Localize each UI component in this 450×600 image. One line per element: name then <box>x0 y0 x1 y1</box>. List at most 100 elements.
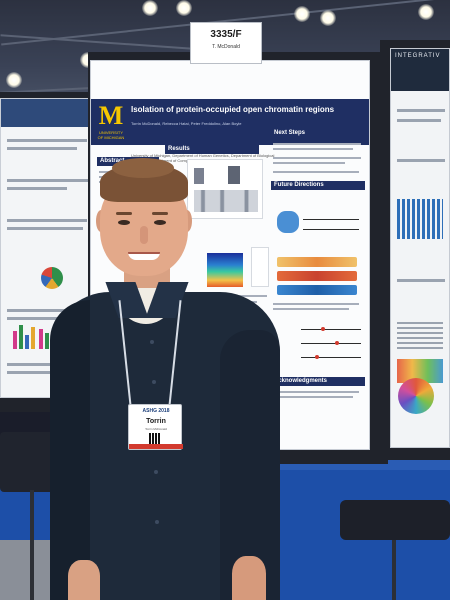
chair-leg <box>30 490 34 600</box>
booth-number: 3335/F <box>210 29 242 40</box>
text-line <box>273 157 361 159</box>
signal-track <box>277 285 357 295</box>
nose <box>140 226 148 244</box>
diagram-line <box>303 229 359 230</box>
text-line <box>273 308 349 310</box>
ceiling-light <box>418 4 434 20</box>
badge-strip <box>129 444 183 449</box>
eye-left <box>118 220 130 225</box>
text-line <box>397 279 445 282</box>
poster-author-names: Torrin McDonald, Rebecca Hatai, Peter Fr… <box>131 121 242 126</box>
poster-title: Isolation of protein-occupied open chrom… <box>131 105 335 114</box>
presenter-name: T. McDonald <box>212 44 240 50</box>
chair-leg <box>392 540 396 600</box>
section-future-directions: Future Directions <box>271 181 365 190</box>
species-line <box>301 329 361 330</box>
shirt-button <box>155 520 159 524</box>
species-marker <box>315 355 319 359</box>
section-results: Results <box>165 145 259 154</box>
figure-bar <box>39 329 43 349</box>
shirt-button <box>154 470 158 474</box>
results-figure-peaks <box>187 159 263 219</box>
figure-panel <box>228 166 240 184</box>
shirt-shadow <box>50 300 90 600</box>
species-line <box>301 357 361 358</box>
badge-name: Torrin <box>146 418 166 425</box>
text-line <box>7 371 81 374</box>
species-marker <box>321 327 325 331</box>
text-line <box>273 143 361 145</box>
circular-figure <box>398 378 434 414</box>
text-line <box>397 159 445 162</box>
qr-code-icon <box>149 433 161 445</box>
hair-top <box>112 158 174 178</box>
profile-figure <box>251 247 269 287</box>
text-line <box>7 147 77 150</box>
pie-figure <box>41 267 63 289</box>
text-line <box>273 396 353 398</box>
signal-track <box>277 271 357 281</box>
right-arm <box>220 330 280 600</box>
ceiling-light <box>6 72 22 88</box>
eyebrow-left <box>116 212 132 215</box>
university-logo: M UNIVERSITY OF MICHIGAN <box>97 103 125 141</box>
signal-track <box>277 257 357 267</box>
name-badge: ASHG 2018 Torrin Torrin McDonald <box>128 404 183 450</box>
figure-bar <box>25 335 29 349</box>
section-next-steps: Next Steps <box>271 129 365 138</box>
figure-panel <box>194 168 204 184</box>
hand-right <box>232 556 266 600</box>
heatmap-figure <box>207 253 243 287</box>
ceiling-light <box>176 0 192 16</box>
right-poster-title: INTEGRATIV <box>395 53 441 59</box>
smile <box>128 252 160 260</box>
peak-plot <box>194 190 258 212</box>
ceiling-light <box>320 10 336 26</box>
section-acknowledgments: Acknowledgments <box>271 377 365 386</box>
figure-bar <box>13 331 17 349</box>
text-line <box>7 219 87 222</box>
text-line <box>7 227 83 230</box>
text-line <box>273 148 353 150</box>
chair-right <box>340 500 450 540</box>
text-line <box>7 317 71 320</box>
eyebrow-right <box>152 212 168 215</box>
data-table-figure <box>397 199 443 239</box>
text-line <box>397 109 445 112</box>
ceiling-light <box>142 0 158 16</box>
text-line <box>273 303 359 305</box>
text-line <box>7 309 89 312</box>
ceiling-light <box>294 6 310 22</box>
university-logo-text: UNIVERSITY OF MICHIGAN <box>97 130 125 140</box>
protein-diagram <box>277 211 299 233</box>
figure-bar <box>45 333 49 349</box>
eye-right <box>154 220 166 225</box>
species-marker <box>335 341 339 345</box>
booth-number-sign: 3335/F T. McDonald <box>190 22 262 64</box>
shirt-button <box>152 380 156 384</box>
diagram-line <box>303 219 359 220</box>
shirt-button <box>150 340 154 344</box>
text-line <box>7 363 87 366</box>
poster-header-bar: INTEGRATIV <box>391 49 449 91</box>
text-line <box>273 391 359 393</box>
bar-figure <box>13 319 53 349</box>
text-line <box>7 187 67 190</box>
poster-authors: Torrin McDonald, Rebecca Hatai, Peter Fr… <box>131 121 361 126</box>
text-line <box>7 179 91 182</box>
figure-bar <box>19 325 23 349</box>
university-logo-letter: M <box>98 101 124 130</box>
text-line <box>7 139 87 142</box>
text-line <box>273 162 345 164</box>
poster-header-bar <box>1 99 99 127</box>
text-line <box>273 171 359 173</box>
table-figure <box>397 319 443 349</box>
species-line <box>301 343 361 344</box>
figure-bar <box>31 327 35 349</box>
hand-left <box>68 560 100 600</box>
badge-event: ASHG 2018 <box>142 408 170 414</box>
text-line <box>397 119 441 122</box>
badge-subtext: Torrin McDonald <box>145 427 167 431</box>
